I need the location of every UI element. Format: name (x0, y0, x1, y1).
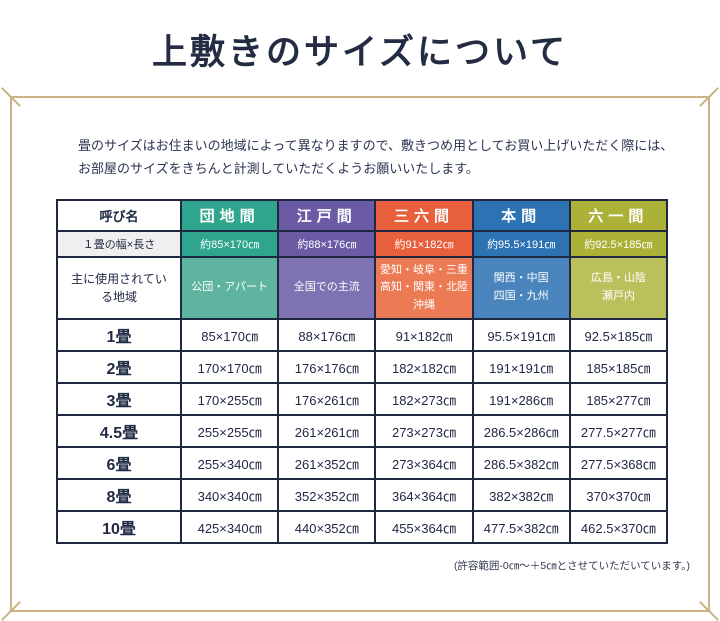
region-line: 沖縄 (412, 298, 435, 311)
value-cell: 182×182㎝ (374, 350, 474, 384)
value-cell: 277.5×368㎝ (568, 446, 668, 480)
region-line: 四国・九州 (493, 290, 549, 302)
region-cell: 愛知・岐阜・三重 高知・関東・北陸 沖縄 (374, 256, 474, 320)
value-cell: 462.5×370㎝ (568, 510, 668, 544)
row-label: 2畳 (56, 350, 182, 384)
intro-line-1: 畳のサイズはお住まいの地域によって異なりますので、敷きつめ用としてお買い上げいた… (78, 138, 674, 153)
value-cell: 170×255㎝ (179, 382, 280, 416)
value-cell: 364×364㎝ (374, 478, 474, 512)
region-cell: 関西・中国四国・九州 (471, 256, 571, 320)
size-table: 呼び名 団地間 江戸間 三六間 本間 六一間 １畳の幅×長さ 約85×170㎝ 約88×176㎝… (56, 199, 668, 544)
frame-corner-mark (1, 601, 21, 621)
value-cell: 185×185㎝ (568, 350, 668, 384)
frame-corner-mark (699, 87, 719, 107)
region-cell: 全国での主流 (277, 256, 377, 320)
region-line: 愛知・岐阜・三重 (379, 263, 468, 276)
mat-size-cell: 約91×182㎝ (374, 230, 474, 258)
frame-corner-mark (699, 601, 719, 621)
value-cell: 286.5×382㎝ (471, 446, 571, 480)
intro-line-2: お部屋のサイズをきちんと計測していただくようお願いいたします。 (78, 161, 479, 177)
column-header: 本間 (471, 199, 571, 232)
intro-text: 畳のサイズはお住まいの地域によって異なりますので、敷きつめ用としてお買い上げいた… (78, 134, 673, 181)
value-cell: 286.5×286㎝ (471, 414, 571, 448)
row-label: 4.5畳 (56, 414, 182, 448)
size-row-label: １畳の幅×長さ (56, 230, 182, 258)
value-cell: 277.5×277㎝ (568, 414, 668, 448)
table-row: 8畳 340×340㎝ 352×352㎝ 364×364㎝ 382×382㎝ 370×37… (56, 478, 668, 512)
value-cell: 340×340㎝ (179, 478, 280, 512)
region-line: 関西・中国 (493, 272, 549, 285)
row-label: 8畳 (56, 478, 182, 512)
table-row: 2畳 170×170㎝ 176×176㎝ 182×182㎝ 191×191㎝ 185×18… (56, 350, 668, 384)
mat-size-cell: 約95.5×191㎝ (471, 230, 571, 258)
value-cell: 170×170㎝ (179, 350, 280, 384)
value-cell: 176×176㎝ (277, 350, 377, 384)
row-label: 6畳 (56, 446, 182, 480)
value-cell: 176×261㎝ (277, 382, 377, 416)
column-header: 団地間 (179, 199, 280, 232)
row-label: 10畳 (56, 510, 182, 544)
page-title: 上敷きのサイズについて (152, 33, 568, 72)
value-cell: 261×352㎝ (277, 446, 377, 480)
region-line: 広島・山陰 (590, 272, 646, 285)
value-cell: 255×255㎝ (179, 414, 280, 448)
value-cell: 273×364㎝ (374, 446, 474, 480)
value-cell: 85×170㎝ (179, 318, 280, 352)
value-cell: 455×364㎝ (374, 510, 474, 544)
table-row: 4.5畳 255×255㎝ 261×261㎝ 273×273㎝ 286.5×286㎝ 27… (56, 414, 668, 448)
value-cell: 91×182㎝ (374, 318, 474, 352)
header-row: 呼び名 団地間 江戸間 三六間 本間 六一間 (56, 199, 668, 232)
value-cell: 382×382㎝ (471, 478, 571, 512)
table-row: 10畳 425×340㎝ 440×352㎝ 455×364㎝ 477.5×382㎝ 462… (56, 510, 668, 544)
mat-size-cell: 約85×170㎝ (179, 230, 280, 258)
value-cell: 95.5×191㎝ (471, 318, 571, 352)
region-line: 瀬戸内 (601, 290, 635, 302)
table-row: 1畳 85×170㎝ 88×176㎝ 91×182㎝ 95.5×191㎝ 92.5×185… (56, 318, 668, 352)
value-cell: 191×286㎝ (471, 382, 571, 416)
row-label: 1畳 (56, 318, 182, 352)
region-row-label: 主に使用されている地域 (56, 256, 182, 320)
region-line: 高知・関東・北陸 (379, 281, 468, 294)
frame-corner-mark (1, 87, 21, 107)
value-cell: 477.5×382㎝ (471, 510, 571, 544)
value-cell: 440×352㎝ (277, 510, 377, 544)
table-row: 6畳 255×340㎝ 261×352㎝ 273×364㎝ 286.5×382㎝ 277.… (56, 446, 668, 480)
decorative-frame (1, 87, 719, 621)
tolerance-note: (許容範囲-0㎝～＋5㎝とさせていただいています。) (453, 560, 690, 572)
region-cell: 広島・山陰 瀬戸内 (568, 256, 668, 320)
value-cell: 185×277㎝ (568, 382, 668, 416)
value-cell: 92.5×185㎝ (568, 318, 668, 352)
value-cell: 425×340㎝ (179, 510, 280, 544)
value-cell: 370×370㎝ (568, 478, 668, 512)
column-header: 三六間 (374, 199, 474, 232)
mat-size-cell: 約88×176㎝ (277, 230, 377, 258)
value-cell: 352×352㎝ (277, 478, 377, 512)
value-cell: 273×273㎝ (374, 414, 474, 448)
table-row: 3畳 170×255㎝ 176×261㎝ 182×273㎝ 191×286㎝ 185×27… (56, 382, 668, 416)
region-cell: 公団・アパート (179, 256, 280, 320)
column-header: 六一間 (568, 199, 668, 232)
column-header: 江戸間 (277, 199, 377, 232)
value-cell: 191×191㎝ (471, 350, 571, 384)
value-cell: 182×273㎝ (374, 382, 474, 416)
mat-size-row: １畳の幅×長さ 約85×170㎝ 約88×176㎝ 約91×182㎝ 約95.5×191… (56, 230, 668, 258)
mat-size-cell: 約92.5×185㎝ (568, 230, 668, 258)
region-line: 公団・アパート (191, 281, 268, 294)
value-cell: 88×176㎝ (277, 318, 377, 352)
row-label: 3畳 (56, 382, 182, 416)
table-corner-label: 呼び名 (56, 199, 182, 232)
region-line: 全国での主流 (293, 281, 360, 294)
value-cell: 255×340㎝ (179, 446, 280, 480)
value-cell: 261×261㎝ (277, 414, 377, 448)
region-row: 主に使用されている地域 公団・アパート 全国での主流 愛知・岐阜・三重 高知・関東・北陸… (56, 256, 668, 320)
